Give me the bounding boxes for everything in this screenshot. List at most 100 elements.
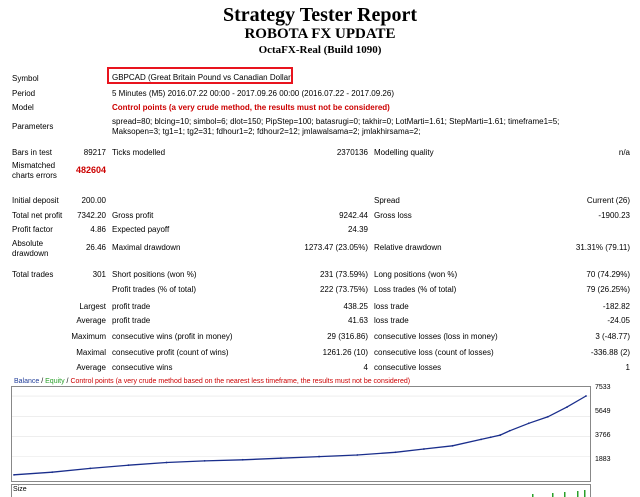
profit-trades-label: Profit trades (% of total)	[112, 285, 197, 294]
avg-consecutive-label: Average	[76, 363, 106, 372]
maximal-drawdown-label: Maximal drawdown	[112, 243, 181, 252]
size-strip	[11, 484, 591, 497]
report-title: Strategy Tester Report	[222, 4, 418, 26]
maximal-label: Maximal	[76, 348, 106, 357]
symbol-label: Symbol	[12, 74, 39, 83]
model-label: Model	[12, 103, 34, 112]
max-consecutive-losses-value: 3 (-48.77)	[595, 332, 630, 341]
avg-consecutive-wins-value: 4	[363, 363, 368, 372]
gross-loss-value: -1900.23	[598, 211, 630, 220]
y-tick-label-4: 1883	[595, 456, 611, 463]
avg-consecutive-losses-label: consecutive losses	[374, 363, 442, 372]
balance-point	[13, 473, 15, 476]
size-bar	[584, 490, 586, 497]
balance-point	[527, 422, 530, 425]
spread-label: Spread	[374, 196, 400, 205]
legend-equity: Equity	[45, 378, 65, 385]
loss-trades-value: 79 (26.25%)	[586, 285, 630, 294]
balance-point	[203, 459, 206, 462]
profit-factor-label: Profit factor	[12, 225, 53, 234]
balance-chart	[11, 386, 591, 482]
parameters-line-1: spread=80; blcing=10; simbol=6; dlot=150…	[112, 117, 560, 126]
y-tick-label-1: 7533	[595, 384, 611, 391]
y-tick-label-2: 5649	[595, 408, 611, 415]
short-positions-label: Short positions (won %)	[112, 270, 197, 279]
symbol-highlight-box	[107, 67, 293, 84]
period-value: 5 Minutes (M5) 2016.07.22 00:00 - 2017.0…	[112, 89, 394, 98]
period-label: Period	[12, 89, 36, 98]
maximum-label: Maximum	[71, 332, 106, 341]
max-consecutive-wins-label: consecutive wins (profit in money)	[112, 332, 233, 341]
balance-point	[546, 415, 549, 418]
legend-balance: Balance	[14, 378, 40, 385]
short-positions-value: 231 (73.59%)	[319, 270, 368, 279]
net-profit-label: Total net profit	[12, 211, 63, 220]
gross-profit-label: Gross profit	[112, 211, 154, 220]
balance-point	[489, 436, 492, 439]
bars-value: 89217	[83, 148, 106, 157]
relative-drawdown-value: 31.31% (79.11)	[575, 243, 630, 252]
maximal-consecutive-loss-value: -336.88 (2)	[590, 348, 630, 357]
bars-label: Bars in test	[12, 148, 53, 157]
balance-point	[318, 455, 320, 458]
absolute-drawdown-value: 26.46	[85, 243, 106, 252]
size-bar	[564, 492, 566, 497]
balance-point	[508, 429, 511, 432]
expected-payoff-label: Expected payoff	[112, 225, 170, 234]
size-bar	[577, 491, 579, 497]
total-trades-label: Total trades	[12, 270, 54, 279]
balance-point	[51, 471, 54, 474]
size-strip-svg	[532, 490, 586, 497]
max-consecutive-losses-label: consecutive losses (loss in money)	[374, 332, 498, 341]
balance-point	[480, 438, 483, 441]
legend-separator-1: /	[39, 378, 46, 385]
gross-profit-value: 9242.44	[339, 211, 368, 220]
balance-chart-svg	[12, 395, 590, 476]
mismatch-label-2: charts errors	[12, 171, 57, 180]
average-profit-label: profit trade	[112, 316, 151, 325]
balance-point	[394, 451, 397, 454]
y-tick-label-3: 3766	[595, 432, 611, 439]
quality-label: Modelling quality	[374, 148, 434, 157]
chart-legend: Balance / Equity / Control points (a ver…	[14, 377, 410, 386]
balance-point	[499, 434, 502, 436]
size-label: Size	[13, 486, 27, 493]
balance-point	[280, 457, 282, 460]
parameters-label: Parameters	[12, 122, 54, 131]
long-positions-value: 70 (74.29%)	[586, 270, 630, 279]
parameters-line-2: Maksopen=3; tg1=1; tg2=31; fdhour1=2; fd…	[112, 127, 421, 136]
balance-point	[451, 444, 454, 447]
quality-value: n/a	[618, 148, 630, 157]
average-label: Average	[76, 316, 106, 325]
balance-point	[585, 395, 587, 397]
absolute-drawdown-label-2: drawdown	[12, 249, 49, 258]
average-loss-value: -24.05	[607, 316, 630, 325]
balance-point	[356, 454, 359, 456]
initial-deposit-label: Initial deposit	[12, 196, 59, 205]
legend-separator-2: /	[64, 378, 71, 385]
ticks-label: Ticks modelled	[112, 148, 166, 157]
profit-trades-value: 222 (73.75%)	[319, 285, 368, 294]
size-bar	[552, 493, 554, 497]
server-name: OctaFX-Real (Build 1090)	[258, 44, 382, 56]
balance-point	[423, 448, 425, 450]
maximal-consecutive-profit-value: 1261.26 (10)	[322, 348, 368, 357]
absolute-drawdown-label-1: Absolute	[12, 239, 44, 248]
initial-deposit-value: 200.00	[81, 196, 106, 205]
long-positions-label: Long positions (won %)	[374, 270, 458, 279]
relative-drawdown-label: Relative drawdown	[374, 243, 442, 252]
maximal-drawdown-value: 1273.47 (23.05%)	[304, 243, 368, 252]
balance-point	[241, 458, 244, 461]
loss-trades-label: Loss trades (% of total)	[374, 285, 457, 294]
largest-profit-value: 438.25	[343, 302, 368, 311]
balance-point	[89, 467, 92, 470]
expected-payoff-value: 24.39	[347, 225, 368, 234]
net-profit-value: 7342.20	[77, 211, 106, 220]
profit-factor-value: 4.86	[90, 225, 106, 234]
largest-profit-label: profit trade	[112, 302, 151, 311]
avg-consecutive-losses-value: 1	[625, 363, 630, 372]
report-subtitle: ROBOTA FX UPDATE	[244, 26, 396, 42]
balance-point	[127, 464, 130, 467]
average-profit-value: 41.63	[347, 316, 368, 325]
ticks-value: 2370136	[336, 148, 368, 157]
